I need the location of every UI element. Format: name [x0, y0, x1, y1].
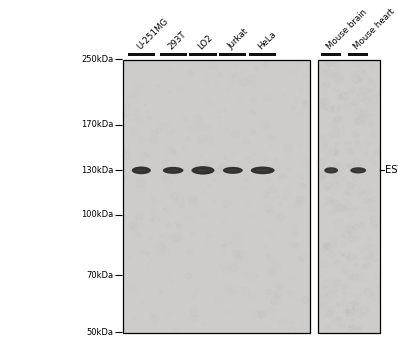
- Text: 50kDa: 50kDa: [87, 328, 114, 337]
- Ellipse shape: [324, 167, 338, 174]
- Ellipse shape: [136, 169, 146, 172]
- Text: U-251MG: U-251MG: [135, 16, 170, 51]
- Ellipse shape: [191, 166, 215, 175]
- Bar: [128, 53, 155, 56]
- Ellipse shape: [227, 169, 238, 171]
- Ellipse shape: [256, 169, 269, 172]
- Bar: [160, 53, 187, 56]
- Bar: [189, 53, 217, 56]
- Text: 70kDa: 70kDa: [87, 271, 114, 280]
- Ellipse shape: [168, 169, 179, 171]
- Text: HeLa: HeLa: [256, 29, 278, 51]
- Text: 130kDa: 130kDa: [82, 166, 114, 175]
- Ellipse shape: [251, 167, 275, 174]
- Ellipse shape: [132, 167, 151, 174]
- Text: 100kDa: 100kDa: [82, 210, 114, 219]
- Text: Mouse brain: Mouse brain: [325, 7, 369, 51]
- Bar: [219, 53, 246, 56]
- Text: 170kDa: 170kDa: [82, 120, 114, 130]
- Text: ESYT1: ESYT1: [385, 165, 398, 175]
- Ellipse shape: [354, 169, 363, 172]
- Text: Mouse heart: Mouse heart: [352, 7, 396, 51]
- FancyBboxPatch shape: [318, 60, 380, 332]
- Text: 250kDa: 250kDa: [82, 55, 114, 64]
- Ellipse shape: [163, 167, 183, 174]
- Text: LO2: LO2: [197, 33, 215, 51]
- Ellipse shape: [350, 167, 366, 174]
- Bar: [321, 53, 341, 56]
- FancyBboxPatch shape: [123, 60, 310, 332]
- Text: 293T: 293T: [167, 29, 188, 51]
- Ellipse shape: [197, 169, 209, 172]
- Ellipse shape: [327, 169, 335, 172]
- Bar: [348, 53, 368, 56]
- Text: Jurkat: Jurkat: [226, 27, 250, 51]
- Ellipse shape: [223, 167, 243, 174]
- Bar: [249, 53, 276, 56]
